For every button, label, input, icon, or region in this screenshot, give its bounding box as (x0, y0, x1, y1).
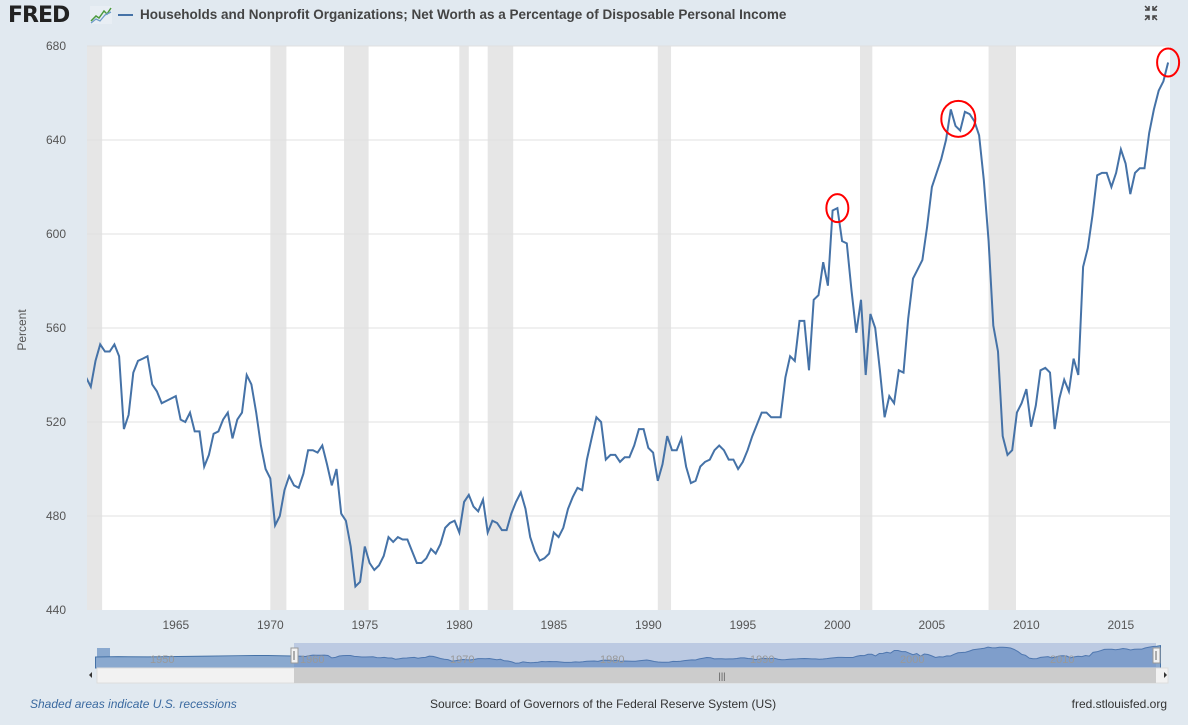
y-tick-label: 680 (46, 39, 66, 53)
fred-logo[interactable]: FRED (8, 3, 70, 28)
x-tick-label: 2010 (1013, 618, 1040, 632)
navigator-tick-label: 1970 (450, 654, 474, 666)
scroll-right-arrow-icon[interactable] (1164, 672, 1167, 678)
y-tick-label: 520 (46, 415, 66, 429)
source-note: Source: Board of Governors of the Federa… (430, 697, 777, 711)
annotation-circle (825, 193, 850, 224)
x-tick-label: 1985 (540, 618, 567, 632)
x-tick-label: 1965 (162, 618, 189, 632)
navigator-series-area (95, 645, 1161, 669)
scrollbar-thumb[interactable] (294, 668, 1156, 683)
site-link[interactable]: fred.stlouisfed.org (1071, 697, 1167, 711)
navigator-selected-range[interactable] (294, 643, 1156, 668)
x-tick-label: 1995 (729, 618, 756, 632)
scrollbar-grip-icon: ||| (718, 671, 725, 681)
x-tick-label: 1975 (351, 618, 378, 632)
navigator-tick-label: 1950 (150, 654, 174, 666)
series-legend-swatch (118, 14, 133, 16)
annotations (825, 47, 1181, 224)
gridlines (87, 45, 1170, 517)
chart-title: Households and Nonprofit Organizations; … (140, 7, 787, 22)
x-tick-label: 1980 (446, 618, 473, 632)
navigator-tick-label: 1980 (600, 654, 624, 666)
recession-note: Shaded areas indicate U.S. recessions (30, 697, 237, 711)
x-tick-label: 2000 (824, 618, 851, 632)
x-tick-label: 2005 (919, 618, 946, 632)
navigator-tick-label: 2000 (900, 654, 924, 666)
navigator-tick-label: 2010 (1050, 654, 1074, 666)
navigator-tick-label: 1960 (300, 654, 324, 666)
y-tick-label: 640 (46, 133, 66, 147)
y-axis-ticks: 440 480 520 560 600 640 680 (46, 39, 66, 617)
x-tick-label: 1990 (635, 618, 662, 632)
y-tick-label: 600 (46, 227, 66, 241)
series-line-net-worth (87, 62, 1170, 589)
x-tick-label: 2015 (1108, 618, 1135, 632)
x-tick-label: 1970 (257, 618, 284, 632)
annotation-circle (1156, 47, 1181, 78)
fred-chart-logo-icon (90, 6, 112, 24)
navigator-tick-label: 1990 (750, 654, 774, 666)
y-tick-label: 440 (46, 603, 66, 617)
y-axis-label: Percent (15, 309, 29, 351)
collapse-arrows-icon[interactable] (1143, 5, 1159, 21)
annotation-circle (940, 99, 977, 138)
x-axis-ticks: 1965 1970 1975 1980 1985 1990 1995 2000 2005 2010… (162, 618, 1134, 632)
y-tick-label: 560 (46, 321, 66, 335)
scroll-left-arrow-icon[interactable] (89, 672, 92, 678)
navigator: 1950 1960 1970 1980 1990 2000 2010 ||| (89, 643, 1169, 684)
y-tick-label: 480 (46, 509, 66, 523)
chart-header: FRED Households and Nonprofit Organizati… (0, 0, 1188, 32)
